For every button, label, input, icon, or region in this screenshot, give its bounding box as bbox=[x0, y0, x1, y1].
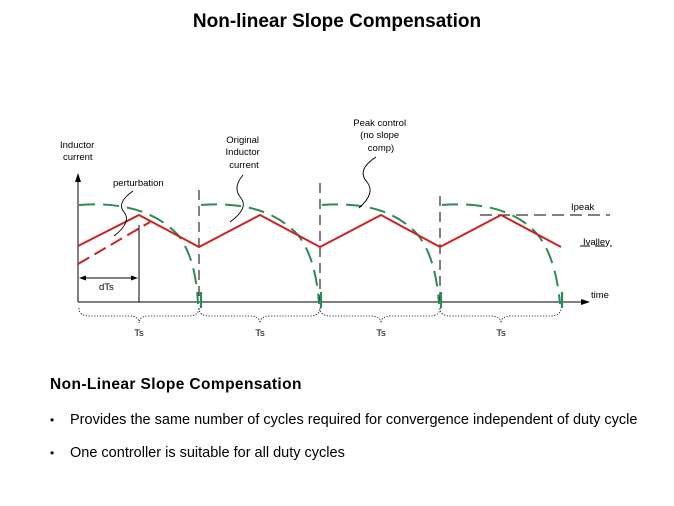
dts-label: dTs bbox=[99, 282, 114, 293]
period-label: Ts bbox=[255, 328, 265, 339]
period-boundaries bbox=[198, 183, 441, 302]
bullet-text: One controller is suitable for all duty … bbox=[70, 445, 345, 461]
period-brace bbox=[78, 307, 200, 324]
ivalley-label: Ivalley bbox=[583, 237, 610, 248]
bullet-dot-icon: • bbox=[50, 446, 55, 460]
compensation-curve bbox=[321, 203, 440, 305]
period-brace bbox=[198, 307, 321, 324]
slide-title: Non-linear Slope Compensation bbox=[192, 11, 482, 32]
period-brace bbox=[319, 307, 441, 324]
bullet-item: • Provides the same number of cycles req… bbox=[50, 411, 640, 429]
bullet-text: Provides the same number of cycles requi… bbox=[70, 412, 638, 428]
bullet-list: • Provides the same number of cycles req… bbox=[50, 411, 640, 477]
original-current-label: Original Inductor current bbox=[226, 135, 263, 171]
period-label: Ts bbox=[134, 328, 144, 339]
compensation-curve bbox=[441, 203, 561, 305]
compensation-curve bbox=[200, 203, 320, 305]
peak-control-label: Peak control (no slope comp) bbox=[353, 118, 408, 154]
compensation-ticks bbox=[199, 292, 564, 308]
bullet-item: • One controller is suitable for all dut… bbox=[50, 444, 640, 462]
period-brace bbox=[439, 307, 562, 324]
bullet-dot-icon: • bbox=[50, 413, 55, 427]
dts-arrow-right bbox=[131, 275, 138, 281]
x-axis-label: time bbox=[591, 290, 609, 301]
perturbation-leader-line bbox=[113, 190, 134, 237]
perturbation-label: perturbation bbox=[113, 178, 164, 189]
y-axis-label: Inductor current bbox=[60, 140, 97, 163]
period-label: Ts bbox=[376, 328, 386, 339]
peak-control-leader-line bbox=[358, 156, 377, 209]
section-heading: Non-Linear Slope Compensation bbox=[50, 376, 302, 393]
period-label: Ts bbox=[496, 328, 506, 339]
waveform-diagram: dTs Inductor current time perturbation O… bbox=[60, 118, 612, 339]
perturbed-current-line bbox=[77, 221, 151, 265]
y-axis-arrow bbox=[75, 173, 81, 182]
x-axis-arrow bbox=[581, 299, 590, 305]
inductor-current-waveform bbox=[77, 213, 562, 249]
dts-arrow-left bbox=[79, 275, 86, 281]
original-current-leader-line bbox=[229, 174, 244, 223]
ipeak-label: Ipeak bbox=[571, 202, 594, 213]
